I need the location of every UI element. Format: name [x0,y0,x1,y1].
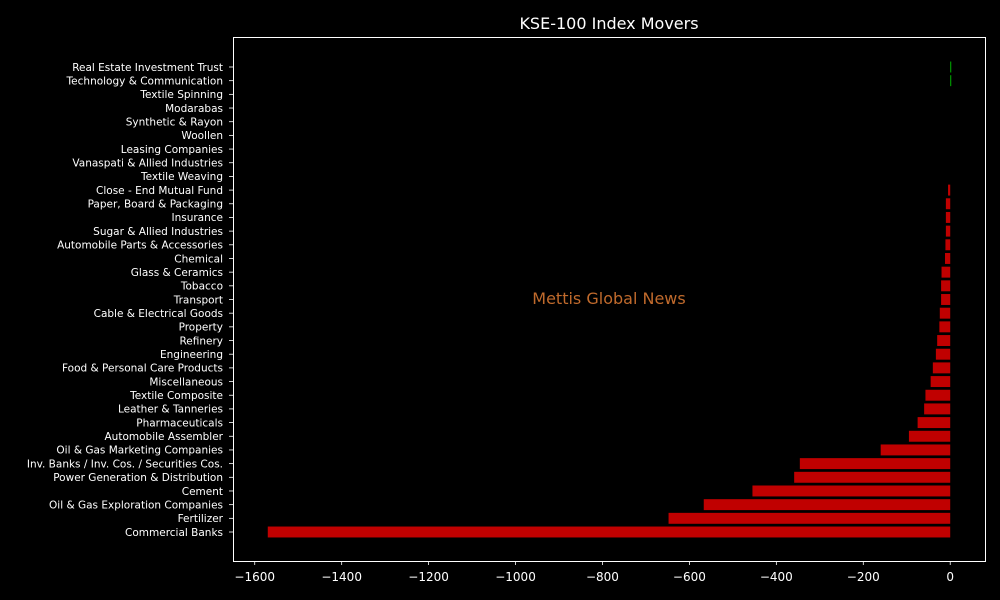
category-label: Commercial Banks [125,527,223,539]
bar [937,335,951,346]
bars-layer [267,61,952,538]
category-label: Textile Weaving [140,171,223,183]
bar [924,403,951,415]
bar [917,417,951,429]
x-tick-label: −600 [673,570,706,584]
bar [935,348,951,360]
category-label: Refinery [179,335,223,347]
category-label: Engineering [160,349,223,361]
bar [941,280,951,292]
bar [925,389,951,401]
category-label: Textile Spinning [139,89,223,101]
category-label: Miscellaneous [149,376,223,388]
category-label: Tobacco [180,281,223,293]
category-label: Woollen [181,130,223,142]
x-tick-label: −1200 [408,570,449,584]
category-label: Vanaspati & Allied Industries [72,158,223,170]
bar [939,307,951,319]
bar [945,253,951,264]
x-tick-label: 0 [946,570,954,584]
category-label: Insurance [171,212,223,224]
x-tick-label: −400 [760,570,793,584]
chart-title: KSE-100 Index Movers [519,14,698,33]
category-label: Leather & Tanneries [118,404,223,416]
category-label: Oil & Gas Marketing Companies [56,445,223,457]
bar [752,485,951,497]
category-label: Fertilizer [178,513,224,525]
category-label: Leasing Companies [121,144,223,156]
x-tick-label: −1400 [321,570,362,584]
x-axis-ticks: −1600 −1400 −1200 −1000 −800 −600 −400 −200 0 [234,561,954,584]
category-label: Inv. Banks / Inv. Cos. / Securities Cos. [27,458,223,470]
category-label: Food & Personal Care Products [62,363,223,375]
bar [945,225,951,237]
bar [703,499,951,511]
bar [945,198,951,210]
x-tick-label: −1000 [495,570,536,584]
category-label: Textile Composite [129,390,223,402]
bar [267,526,951,538]
bar [930,376,951,388]
category-label: Pharmaceuticals [136,417,223,429]
bar [794,471,951,483]
category-label: Automobile Parts & Accessories [57,240,223,252]
bar [945,239,951,251]
category-label: Glass & Ceramics [131,267,223,279]
category-label: Cement [182,486,223,498]
category-label: Synthetic & Rayon [126,117,223,129]
category-label: Paper, Board & Packaging [88,199,223,211]
category-label: Real Estate Investment Trust [72,62,223,74]
bar [932,362,951,374]
bar [950,75,952,87]
bar [668,512,951,524]
category-label: Power Generation & Distribution [53,472,223,484]
category-label: Property [179,322,223,334]
category-label: Close - End Mutual Fund [96,185,223,197]
bar [908,430,951,442]
bar [799,458,951,470]
x-tick-label: −800 [586,570,619,584]
category-label: Sugar & Allied Industries [93,226,223,238]
watermark-text: Mettis Global News [532,289,685,308]
bar [948,184,951,196]
x-tick-label: −200 [847,570,880,584]
bar [941,294,951,305]
category-label: Automobile Assembler [105,431,224,443]
category-label: Transport [173,294,223,306]
axes-frame [233,37,986,562]
category-label: Modarabas [165,103,223,115]
category-labels: Commercial Banks Fertilizer Oil & Gas Expl… [27,62,233,539]
category-label: Cable & Electrical Goods [94,308,223,320]
bar [880,444,951,456]
category-label: Oil & Gas Exploration Companies [49,499,223,511]
bar [941,266,951,278]
category-label: Chemical [174,253,223,265]
bar [950,61,952,73]
category-label: Technology & Communication [66,75,223,87]
bar [945,211,951,223]
x-tick-label: −1600 [234,570,275,584]
bar [939,321,951,333]
